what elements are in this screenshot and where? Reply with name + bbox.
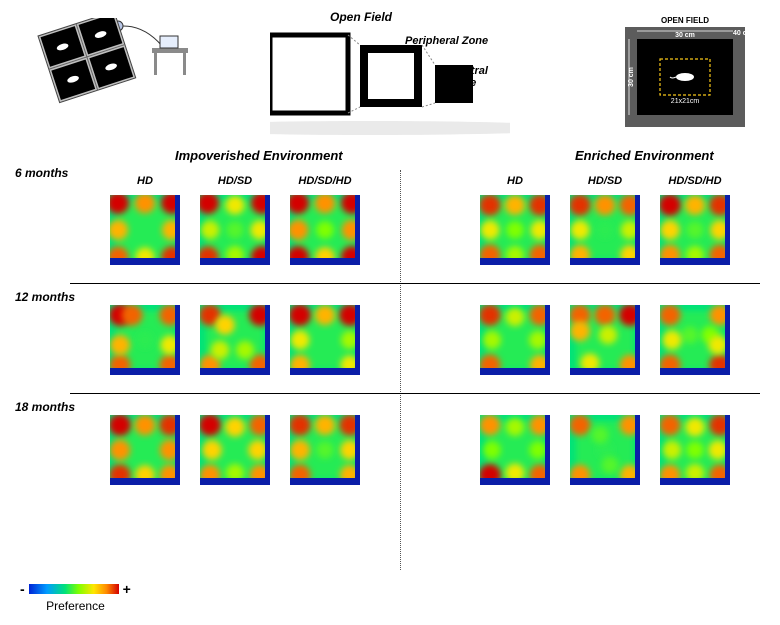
gradient-bar [29, 584, 119, 594]
dim-svg: OPEN FIELD 40 cm 30 cm 30 cm 21x21cm [615, 15, 755, 130]
heatmap [660, 415, 730, 485]
heatmap [660, 305, 730, 375]
svg-text:21x21cm: 21x21cm [671, 98, 700, 105]
row-separator [70, 283, 760, 284]
heatmap [200, 305, 270, 375]
heatmap [570, 305, 640, 375]
heatmap [200, 195, 270, 265]
heatmap [660, 195, 730, 265]
apparatus-diagram [20, 18, 200, 118]
central-zone-label: Central Zone [450, 65, 510, 89]
svg-text:OPEN FIELD: OPEN FIELD [661, 16, 709, 25]
timepoint-label: 12 months [15, 290, 75, 304]
group-label: HD/SD [570, 175, 640, 187]
zones-diagram: Open Field Peripheral Zone Central Zone [270, 10, 510, 140]
heatmap [480, 415, 550, 485]
legend-plus: + [123, 581, 131, 597]
row-separator [70, 393, 760, 394]
svg-text:30 cm: 30 cm [675, 32, 695, 39]
heatmap [290, 305, 360, 375]
heatmap [480, 195, 550, 265]
group-label: HD [110, 175, 180, 187]
timepoint-label: 18 months [15, 400, 75, 414]
heatmap [110, 415, 180, 485]
group-label: HD/SD [200, 175, 270, 187]
preference-legend: - + Preference [20, 581, 131, 613]
heatmap [290, 195, 360, 265]
svg-text:40 cm: 40 cm [733, 30, 753, 37]
heatmap [200, 415, 270, 485]
group-label: HD/SD/HD [660, 175, 730, 187]
heatmap [570, 415, 640, 485]
heatmap [570, 195, 640, 265]
dimension-diagram: OPEN FIELD 40 cm 30 cm 30 cm 21x21cm [615, 15, 755, 130]
enriched-heading: Enriched Environment [575, 148, 714, 163]
legend-minus: - [20, 581, 25, 597]
vertical-divider [400, 170, 401, 570]
apparatus-svg [20, 18, 200, 128]
heatmap [110, 305, 180, 375]
open-field-label: Open Field [330, 10, 392, 24]
legend-label: Preference [20, 599, 131, 613]
peripheral-zone-label: Peripheral Zone [405, 35, 488, 47]
heatmap [480, 305, 550, 375]
heatmap [290, 415, 360, 485]
heatmap [110, 195, 180, 265]
timepoint-label: 6 months [15, 166, 68, 180]
impoverished-heading: Impoverished Environment [175, 148, 343, 163]
group-label: HD [480, 175, 550, 187]
group-label: HD/SD/HD [290, 175, 360, 187]
top-schematics: Open Field Peripheral Zone Central Zone … [0, 10, 780, 140]
